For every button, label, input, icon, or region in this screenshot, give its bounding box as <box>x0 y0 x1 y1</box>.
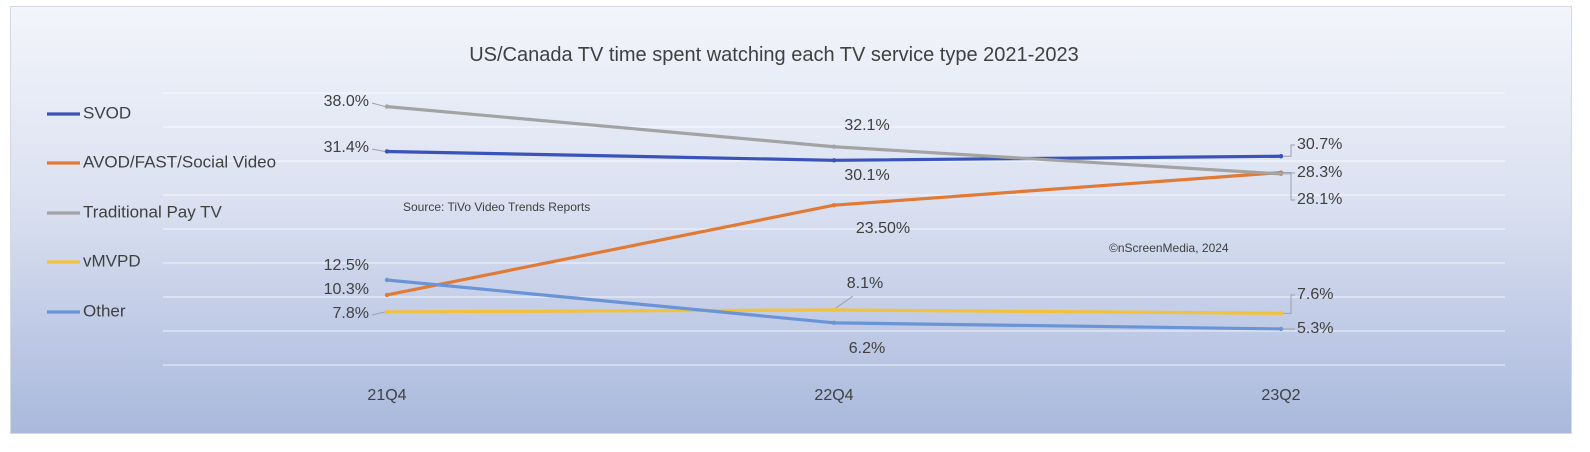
legend-label: Traditional Pay TV <box>83 202 223 221</box>
legend-item-svod: SVOD <box>47 103 131 122</box>
x-tick-label: 22Q4 <box>814 387 853 404</box>
data-point-vmvpd <box>1278 311 1284 316</box>
data-point-svod <box>384 149 390 154</box>
data-point-other <box>1278 326 1284 332</box>
data-point-other <box>831 320 837 326</box>
data-label-traditional-pay-tv: 28.1% <box>1297 191 1342 208</box>
data-label-traditional-pay-tv: 32.1% <box>844 117 889 134</box>
data-point-avod-fast-social-video <box>831 203 837 208</box>
data-point-svod <box>1278 154 1284 159</box>
data-label-other: 12.5% <box>324 257 369 274</box>
data-point-svod <box>831 158 837 163</box>
label-leader-line <box>1283 173 1295 201</box>
legend-label: Other <box>83 301 126 320</box>
data-point-other <box>384 277 390 283</box>
data-label-svod: 30.1% <box>844 167 889 184</box>
label-leader-line <box>371 148 386 152</box>
x-tick-label: 21Q4 <box>367 387 406 404</box>
legend-item-traditional-pay-tv: Traditional Pay TV <box>47 202 223 221</box>
data-label-avod-fast-social-video: 23.50% <box>856 220 910 237</box>
legend-label: AVOD/FAST/Social Video <box>83 152 276 171</box>
data-label-vmvpd: 8.1% <box>847 275 883 292</box>
legend-label: vMVPD <box>83 251 141 270</box>
chart-title: US/Canada TV time spent watching each TV… <box>469 44 1079 66</box>
data-point-vmvpd <box>384 309 390 315</box>
data-point-avod-fast-social-video <box>384 292 390 298</box>
legend-item-other: Other <box>47 301 126 320</box>
data-label-svod: 31.4% <box>324 139 369 156</box>
x-tick-label: 23Q2 <box>1261 387 1300 404</box>
data-label-vmvpd: 7.6% <box>1297 286 1333 303</box>
line-chart: US/Canada TV time spent watching each TV… <box>11 7 1571 433</box>
data-label-traditional-pay-tv: 38.0% <box>324 93 369 110</box>
chart-frame: US/Canada TV time spent watching each TV… <box>10 6 1572 434</box>
legend-item-vmvpd: vMVPD <box>47 251 141 270</box>
label-leader-line <box>371 311 386 316</box>
data-point-traditional-pay-tv <box>831 144 837 149</box>
data-point-vmvpd <box>831 307 837 313</box>
legend-label: SVOD <box>83 103 131 122</box>
data-label-other: 6.2% <box>849 340 885 357</box>
label-leader-line <box>835 295 854 309</box>
legend-item-avod-fast-social-video: AVOD/FAST/Social Video <box>47 152 276 171</box>
plot-background <box>11 7 1571 433</box>
copyright-note: ©nScreenMedia, 2024 <box>1109 241 1229 255</box>
label-leader-line <box>371 102 386 108</box>
data-label-other: 5.3% <box>1297 320 1333 337</box>
data-point-traditional-pay-tv <box>384 104 390 109</box>
label-leader-line <box>1283 144 1295 157</box>
data-label-svod: 30.7% <box>1297 136 1342 153</box>
data-label-avod-fast-social-video: 10.3% <box>324 281 369 298</box>
source-note: Source: TiVo Video Trends Reports <box>403 200 590 214</box>
data-point-traditional-pay-tv <box>1278 171 1284 177</box>
data-label-vmvpd: 7.8% <box>333 305 369 322</box>
label-leader-line <box>1283 294 1295 314</box>
data-label-avod-fast-social-video: 28.3% <box>1297 164 1342 181</box>
